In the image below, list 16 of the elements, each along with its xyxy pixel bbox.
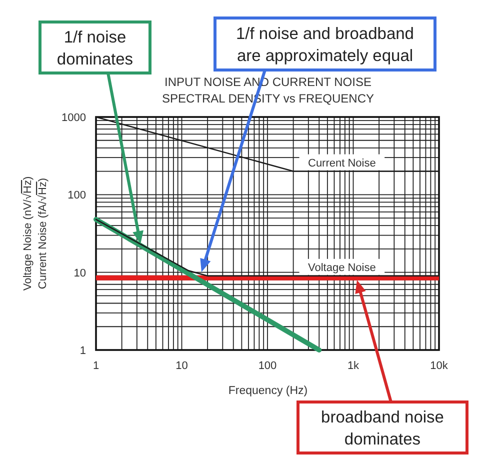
x-tick-label: 1 (92, 360, 100, 372)
text: 1/f noise dominates (56, 28, 134, 68)
series-label: Current Noise (308, 157, 376, 170)
y-tick-label: 1 (80, 345, 86, 357)
y-tick-label: 1000 (62, 112, 86, 124)
x-tick-label: 10k (430, 360, 448, 372)
text: Voltage Noise (nV/√Hz) Current Noise (fA/√Hz) (22, 176, 49, 291)
text: broadband noise dominates (321, 408, 444, 448)
text: 1/f noise and broadband are approximately equal (236, 25, 414, 65)
x-tick-label: 100 (258, 360, 277, 372)
series-label: Voltage Noise (308, 262, 376, 274)
y-tick-label: 10 (74, 267, 86, 280)
y-tick-label: 100 (68, 190, 86, 202)
x-tick-label: 1k (347, 360, 360, 372)
x-axis-title: Frequency (Hz) (228, 385, 308, 397)
x-tick-label: 10 (176, 360, 188, 372)
